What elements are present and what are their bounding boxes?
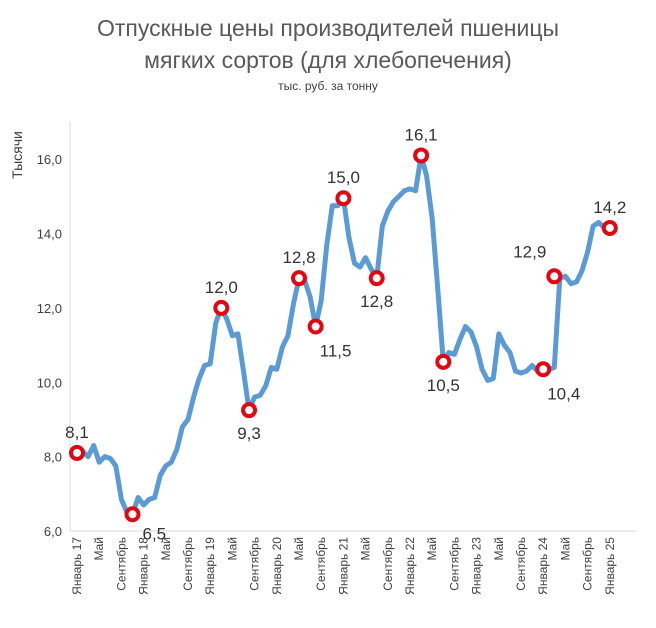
y-tick-label: 8,0 xyxy=(44,450,62,465)
data-label: 16,1 xyxy=(405,125,438,144)
highlight-marker xyxy=(124,506,141,523)
highlight-marker xyxy=(69,444,85,461)
x-tick-label: Май xyxy=(92,537,106,561)
highlight-marker xyxy=(291,270,307,287)
y-tick-label: 12,0 xyxy=(37,301,62,316)
highlight-marker xyxy=(307,318,324,335)
data-label: 12,8 xyxy=(282,248,315,267)
x-tick-label: Сентябрь xyxy=(381,537,395,591)
x-tick-label: Сентябрь xyxy=(114,537,128,591)
x-tick-label: Сентябрь xyxy=(248,537,262,591)
x-tick-label: Май xyxy=(359,537,373,561)
y-tick-label: 6,0 xyxy=(44,524,62,539)
highlight-marker xyxy=(213,299,230,316)
chart-subtitle: тыс. руб. за тонну xyxy=(278,79,378,93)
highlight-markers xyxy=(69,147,618,523)
data-labels: 8,1 6,5 12,0 9,3 12,8 11,5 15,0 12,8 16,1 10,5 10,… xyxy=(65,125,626,543)
highlight-marker xyxy=(335,190,352,207)
data-label: 10,5 xyxy=(427,376,460,395)
y-ticks: 6,0 8,0 10,0 12,0 14,0 16,0 xyxy=(37,152,62,539)
data-label: 10,4 xyxy=(547,384,580,403)
highlight-marker xyxy=(601,219,618,236)
series-line xyxy=(74,153,613,517)
data-label: 12,0 xyxy=(205,278,238,297)
highlight-marker xyxy=(368,270,385,287)
y-tick-label: 14,0 xyxy=(37,227,62,242)
chart-title-line-2: мягких сортов (для хлебопечения) xyxy=(144,47,512,73)
x-tick-label: Январь 17 xyxy=(70,537,84,595)
y-axis-label: Тысячи xyxy=(9,131,25,179)
highlight-marker xyxy=(435,353,452,370)
highlight-marker xyxy=(535,361,552,378)
x-tick-label: Январь 25 xyxy=(603,537,617,595)
highlight-marker xyxy=(413,147,430,164)
x-tick-label: Май xyxy=(292,537,306,561)
highlight-marker xyxy=(241,402,258,419)
x-tick-label: Сентябрь xyxy=(181,537,195,591)
data-label: 8,1 xyxy=(65,423,89,442)
data-label: 15,0 xyxy=(327,168,360,187)
data-label: 12,9 xyxy=(513,242,546,261)
x-tick-label: Январь 20 xyxy=(270,537,284,595)
x-tick-label: Январь 23 xyxy=(470,537,484,595)
x-tick-label: Январь 24 xyxy=(536,537,550,595)
y-tick-label: 10,0 xyxy=(37,375,62,390)
x-ticks: Январь 17 Май Сентябрь Январь 18 Май Сентябрь… xyxy=(70,537,617,595)
y-tick-label: 16,0 xyxy=(37,152,62,167)
highlight-marker xyxy=(546,268,563,285)
data-label: 14,2 xyxy=(593,198,626,217)
x-tick-label: Май xyxy=(225,537,239,561)
data-label: 9,3 xyxy=(237,424,261,443)
x-tick-label: Май xyxy=(492,537,506,561)
x-tick-label: Сентябрь xyxy=(581,537,595,591)
x-tick-label: Январь 21 xyxy=(336,537,350,595)
chart-title-line-1: Отпускные цены производителей пшеницы xyxy=(97,15,559,41)
data-label: 6,5 xyxy=(143,524,167,543)
x-tick-label: Январь 22 xyxy=(403,537,417,595)
x-tick-label: Май xyxy=(159,537,173,561)
x-tick-label: Сентябрь xyxy=(447,537,461,591)
x-tick-label: Май xyxy=(425,537,439,561)
x-tick-label: Январь 18 xyxy=(137,537,151,595)
x-tick-label: Сентябрь xyxy=(514,537,528,591)
x-tick-label: Сентябрь xyxy=(314,537,328,591)
x-tick-label: Январь 19 xyxy=(203,537,217,595)
x-tick-label: Май xyxy=(558,537,572,561)
data-label: 11,5 xyxy=(320,342,352,361)
data-label: 12,8 xyxy=(360,292,393,311)
